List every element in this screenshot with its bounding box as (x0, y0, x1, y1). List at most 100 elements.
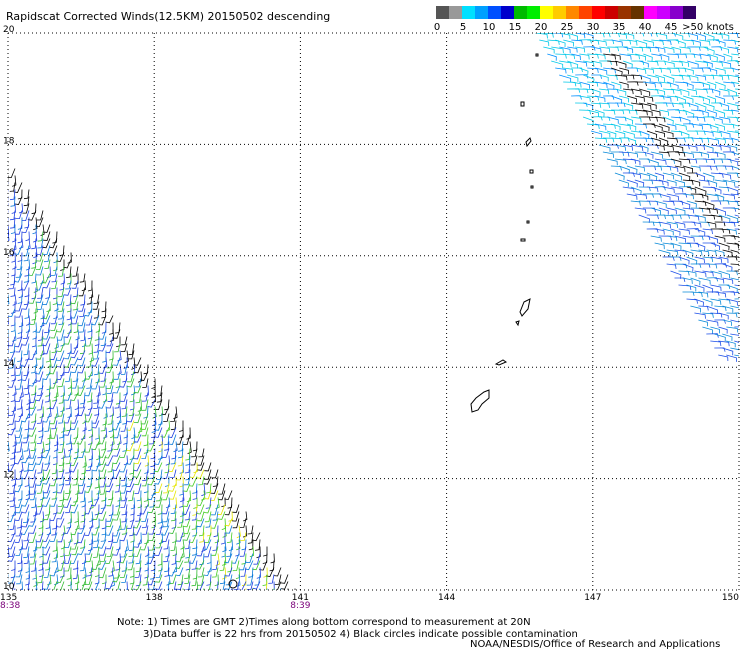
wind-barb (9, 483, 16, 495)
wind-barb (655, 46, 666, 53)
wind-barb (36, 385, 44, 396)
wind-barb (8, 546, 16, 557)
wind-barb (8, 210, 9, 214)
wind-barb (105, 588, 107, 590)
wind-barb (85, 574, 93, 586)
wind-barb (238, 588, 240, 590)
wind-barb (643, 109, 653, 117)
colorbar-label: 10 (482, 22, 496, 33)
wind-barb (175, 469, 184, 481)
wind-barb (273, 567, 282, 577)
wind-barb (137, 504, 142, 517)
wind-barb (179, 483, 184, 496)
wind-barb (730, 291, 739, 293)
wind-barb (109, 322, 114, 335)
wind-barb (682, 207, 695, 214)
wind-barb (78, 476, 86, 487)
wind-barb (582, 116, 594, 125)
wind-barb (718, 270, 730, 279)
wind-barb (106, 336, 114, 347)
wind-barb (730, 277, 739, 281)
wind-barb (674, 151, 686, 157)
wind-barb (543, 46, 555, 54)
wind-barb (21, 469, 30, 480)
wind-barb (95, 371, 100, 384)
wind-barb (42, 343, 51, 355)
wind-barb (31, 413, 37, 423)
wind-barb (53, 546, 59, 559)
wind-barb (81, 336, 87, 348)
wind-barb (11, 399, 16, 413)
wind-barb (102, 392, 108, 403)
wind-barb (711, 46, 723, 51)
wind-barb (11, 441, 17, 454)
wind-barb (31, 203, 37, 215)
wind-barb (43, 483, 51, 494)
wind-barb (36, 210, 44, 221)
wind-barb (658, 207, 669, 215)
wind-barb (15, 210, 23, 220)
wind-barb (39, 406, 44, 418)
wind-barb (18, 476, 23, 487)
wind-barb (85, 336, 93, 347)
wind-barb (8, 308, 16, 318)
wind-barb (21, 455, 30, 464)
wind-barb (734, 312, 739, 314)
wind-barb (116, 553, 121, 564)
wind-barb (50, 427, 58, 439)
wind-barb (23, 273, 30, 283)
wind-barb (8, 273, 9, 279)
wind-barb (144, 532, 149, 545)
wind-barb (619, 81, 629, 89)
wind-barb (96, 483, 101, 495)
wind-barb (100, 497, 107, 509)
wind-barb (694, 130, 706, 136)
wind-barb (82, 455, 87, 468)
wind-barb (102, 574, 107, 585)
wind-barb (651, 53, 662, 60)
wind-barb (8, 308, 9, 311)
wind-barb (646, 228, 659, 233)
wind-barb (15, 308, 23, 318)
wind-barb (84, 413, 93, 423)
wind-barb (44, 322, 51, 334)
wind-barb (734, 214, 739, 217)
wind-barb (638, 158, 651, 164)
wind-barb (16, 259, 23, 270)
wind-barb (599, 88, 610, 95)
wind-barb (8, 161, 9, 164)
wind-barb (87, 490, 93, 503)
wind-barb (682, 221, 696, 227)
wind-barb (50, 497, 58, 507)
colorbar-swatch (475, 6, 488, 19)
wind-barb (268, 574, 275, 584)
wind-barb (11, 203, 16, 214)
wind-barb (23, 196, 30, 207)
wind-barb (730, 347, 739, 351)
wind-barb (129, 525, 135, 537)
wind-barb (694, 172, 706, 181)
wind-barb (36, 301, 44, 310)
wind-barb (37, 238, 44, 249)
colorbar-swatch (449, 6, 462, 19)
wind-barb (71, 539, 79, 550)
wind-barb (158, 532, 164, 545)
wind-barb (226, 532, 233, 543)
wind-barb (87, 301, 93, 314)
wind-barb (634, 123, 647, 129)
wind-barb (594, 123, 607, 131)
wind-barb (116, 336, 121, 348)
wind-barb (643, 39, 654, 47)
wind-barb (65, 469, 72, 481)
wind-barb (623, 88, 634, 95)
wind-barb (43, 553, 51, 564)
wind-barb (199, 532, 205, 543)
wind-barb (203, 588, 205, 590)
wind-barb (14, 511, 23, 521)
wind-barb (710, 130, 722, 137)
wind-barb (36, 413, 44, 424)
wind-barb (650, 165, 663, 171)
wind-barb (707, 67, 718, 75)
wind-barb (727, 33, 739, 38)
wind-barb (706, 137, 719, 145)
